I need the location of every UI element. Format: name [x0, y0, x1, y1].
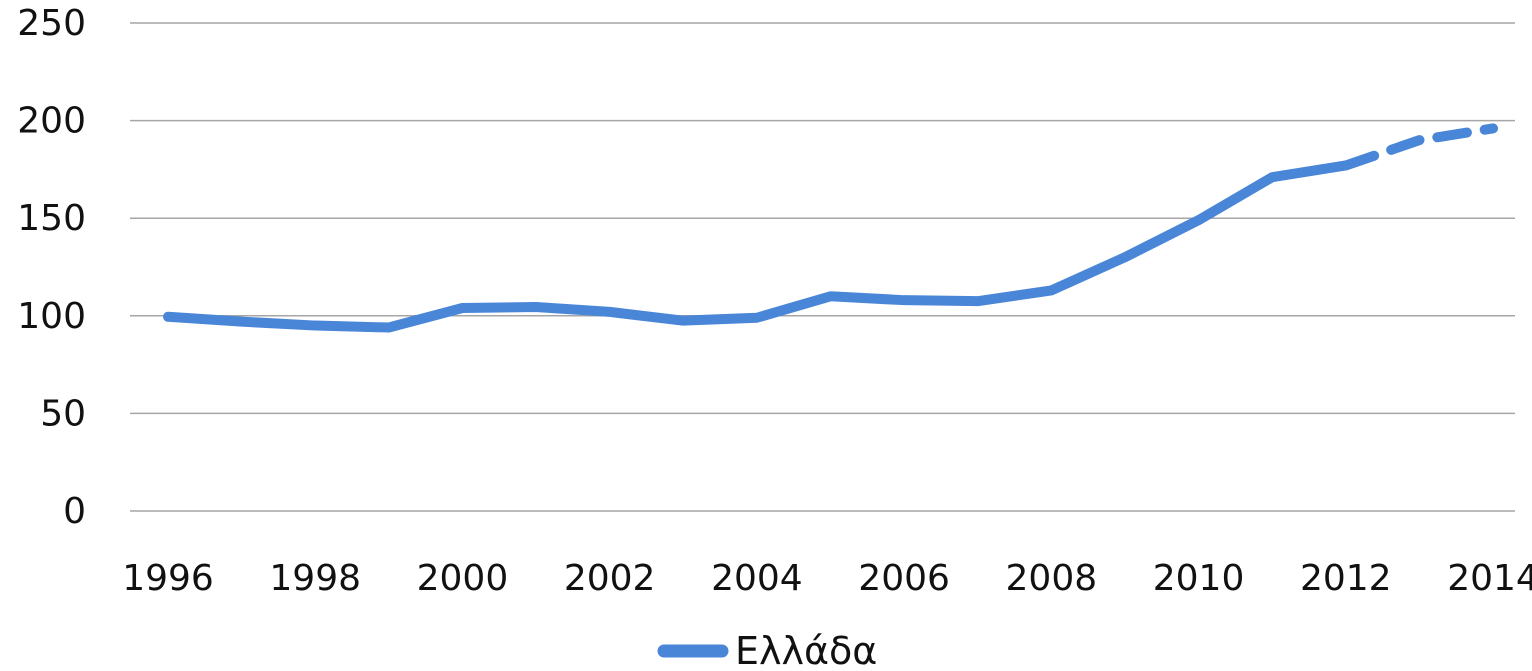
x-tick-label-2008: 2008 [1006, 558, 1098, 599]
x-tick-label-2002: 2002 [564, 558, 656, 599]
x-tick-label-2014: 2014 [1447, 558, 1532, 599]
y-tick-label-50: 50 [40, 393, 86, 434]
y-tick-label-100: 100 [17, 296, 86, 337]
y-tick-label-0: 0 [63, 491, 86, 532]
gridlines [130, 22, 1515, 512]
y-axis-ticks: 0 50 100 150 200 250 [17, 3, 86, 532]
x-tick-label-2000: 2000 [417, 558, 509, 599]
y-tick-label-250: 250 [17, 3, 86, 44]
legend[interactable]: Ελλάδα [657, 629, 877, 671]
x-tick-label-2012: 2012 [1300, 558, 1392, 599]
y-tick-label-150: 150 [17, 198, 86, 239]
x-tick-label-2004: 2004 [711, 558, 803, 599]
series-line-ellada [163, 160, 1351, 333]
y-tick-label-200: 200 [17, 101, 86, 142]
series-line-ellada-projection [1340, 123, 1498, 171]
x-tick-label-1996: 1996 [122, 558, 214, 599]
x-tick-label-2010: 2010 [1153, 558, 1245, 599]
x-tick-label-1998: 1998 [269, 558, 361, 599]
x-axis-ticks: 1996 1998 2000 2002 2004 2006 2008 2010 2012 2014 [122, 558, 1532, 599]
series-lines [163, 123, 1498, 333]
x-tick-label-2006: 2006 [858, 558, 950, 599]
legend-label-ellada: Ελλάδα [735, 629, 877, 671]
